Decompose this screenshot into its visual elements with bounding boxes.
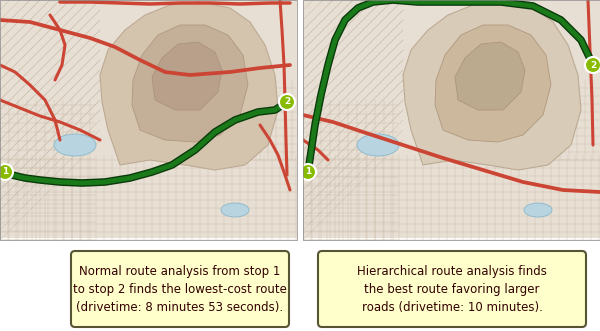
Text: 1: 1 bbox=[305, 167, 311, 176]
Circle shape bbox=[585, 57, 600, 73]
Polygon shape bbox=[132, 25, 248, 142]
Ellipse shape bbox=[221, 203, 249, 217]
Text: 2: 2 bbox=[590, 61, 596, 70]
Circle shape bbox=[300, 164, 316, 180]
FancyBboxPatch shape bbox=[318, 251, 586, 327]
Ellipse shape bbox=[524, 203, 552, 217]
Bar bbox=[0, 0, 297, 240]
Bar bbox=[297, 0, 303, 331]
Text: Normal route analysis from stop 1
to stop 2 finds the lowest-cost route
(driveti: Normal route analysis from stop 1 to sto… bbox=[73, 264, 287, 313]
Circle shape bbox=[279, 94, 295, 110]
Text: 1: 1 bbox=[2, 167, 8, 176]
Polygon shape bbox=[455, 42, 525, 110]
Polygon shape bbox=[435, 25, 551, 142]
FancyBboxPatch shape bbox=[71, 251, 289, 327]
Bar bbox=[0, 0, 297, 240]
Bar bbox=[303, 0, 600, 240]
Ellipse shape bbox=[54, 134, 96, 156]
Text: Hierarchical route analysis finds
the best route favoring larger
roads (drivetim: Hierarchical route analysis finds the be… bbox=[357, 264, 547, 313]
Ellipse shape bbox=[357, 134, 399, 156]
Polygon shape bbox=[100, 2, 278, 170]
Circle shape bbox=[0, 164, 13, 180]
Text: 2: 2 bbox=[284, 98, 290, 107]
Bar bbox=[297, 0, 303, 331]
Polygon shape bbox=[403, 2, 581, 170]
Bar bbox=[303, 0, 600, 240]
Bar bbox=[0, 238, 600, 331]
Polygon shape bbox=[152, 42, 222, 110]
